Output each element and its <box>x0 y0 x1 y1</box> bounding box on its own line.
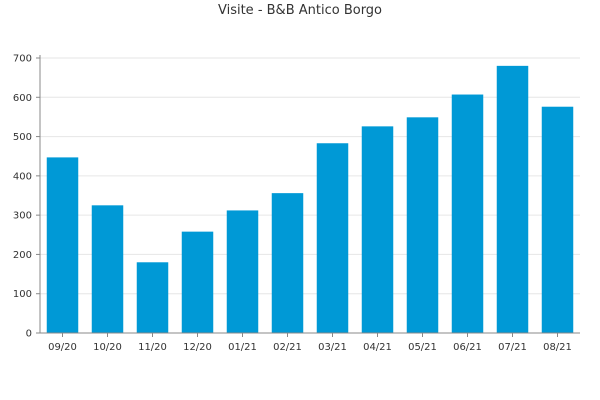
bar-09-20 <box>46 157 79 333</box>
axes <box>39 55 580 334</box>
y-tick-label: 300 <box>13 211 32 222</box>
x-tick-label: 09/20 <box>48 342 77 353</box>
grid-lines <box>40 57 580 295</box>
x-tick-label: 01/21 <box>228 342 257 353</box>
x-tick-label: 03/21 <box>318 342 347 353</box>
x-tick-label: 11/20 <box>138 342 167 353</box>
x-tick-labels: 09/20 10/20 11/20 12/20 01/21 02/21 03/21 04/21… <box>48 333 572 353</box>
y-tick-label: 500 <box>13 132 32 143</box>
x-tick-label: 08/21 <box>543 342 572 353</box>
y-tick-label: 600 <box>13 93 32 104</box>
y-tick-label: 0 <box>26 329 32 340</box>
y-tick-label: 100 <box>13 289 32 300</box>
bar-06-21 <box>451 94 484 334</box>
bar-03-21 <box>316 143 349 333</box>
x-tick-label: 02/21 <box>273 342 302 353</box>
bars <box>46 65 574 334</box>
x-tick-label: 12/20 <box>183 342 212 353</box>
bar-04-21 <box>361 126 394 333</box>
x-tick-label: 07/21 <box>498 342 527 353</box>
x-tick-label: 05/21 <box>408 342 437 353</box>
x-tick-label: 10/20 <box>93 342 122 353</box>
bar-02-21 <box>271 193 304 333</box>
x-tick-label: 04/21 <box>363 342 392 353</box>
bar-12-20 <box>181 231 214 333</box>
y-tick-label: 400 <box>13 171 32 182</box>
y-tick-labels: 0 100 200 300 400 500 600 700 <box>13 54 40 340</box>
bar-05-21 <box>406 117 439 333</box>
bar-07-21 <box>496 65 529 333</box>
y-tick-label: 700 <box>13 54 32 65</box>
bar-10-20 <box>91 205 124 333</box>
y-tick-label: 200 <box>13 250 32 261</box>
chart-title: Visite - B&B Antico Borgo <box>217 3 383 18</box>
bar-08-21 <box>541 106 574 333</box>
x-tick-label: 06/21 <box>453 342 482 353</box>
bar-01-21 <box>226 210 259 333</box>
bar-11-20 <box>136 262 169 333</box>
